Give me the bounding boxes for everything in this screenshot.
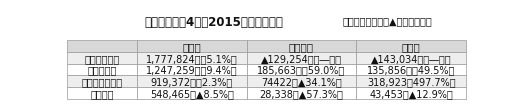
Bar (137, 53, 246, 64)
Bar (246, 41, 356, 53)
Bar (356, 64, 466, 76)
Bar (356, 41, 466, 53)
Bar (356, 87, 466, 99)
Text: 919,372（　2.3%）: 919,372（ 2.3%） (151, 76, 233, 86)
Text: 185,663（　59.0%）: 185,663（ 59.0%） (257, 65, 345, 75)
Text: 第　一　三　共: 第 一 三 共 (81, 76, 123, 86)
Bar (137, 76, 246, 87)
Text: （単位：百万円、▲はマイナス）: （単位：百万円、▲はマイナス） (343, 16, 432, 26)
Text: 売上高: 売上高 (183, 42, 201, 52)
Text: 135,856（　49.5%）: 135,856（ 49.5%） (367, 65, 456, 75)
Bar (67, 41, 137, 53)
Text: 純利益: 純利益 (402, 42, 421, 52)
Text: 43,453（▲12.9%）: 43,453（▲12.9%） (369, 88, 453, 98)
Bar (246, 64, 356, 76)
Bar (67, 76, 137, 87)
Text: ▲129,254（　―　）: ▲129,254（ ― ） (261, 53, 342, 63)
Bar (137, 87, 246, 99)
Text: アステラス: アステラス (87, 65, 116, 75)
Text: 74422（▲34.1%）: 74422（▲34.1%） (261, 76, 342, 86)
Text: 国内製薬大手4社の2015年３月期決算: 国内製薬大手4社の2015年３月期決算 (145, 16, 283, 29)
Bar (67, 53, 137, 64)
Text: エーザイ: エーザイ (90, 88, 114, 98)
Bar (246, 76, 356, 87)
Text: 318,923（497.7%）: 318,923（497.7%） (367, 76, 456, 86)
Text: 武　　　　田: 武 田 (84, 53, 120, 63)
Bar (137, 64, 246, 76)
Text: 548,465（▲8.5%）: 548,465（▲8.5%） (150, 88, 233, 98)
Bar (67, 87, 137, 99)
Bar (246, 87, 356, 99)
Bar (356, 53, 466, 64)
Text: 1,247,259（　9.4%）: 1,247,259（ 9.4%） (146, 65, 238, 75)
Bar (67, 64, 137, 76)
Text: 28,338（▲57.3%）: 28,338（▲57.3%） (259, 88, 343, 98)
Bar (137, 41, 246, 53)
Bar (246, 53, 356, 64)
Bar (356, 76, 466, 87)
Text: 1,777,824（　5.1%）: 1,777,824（ 5.1%） (146, 53, 238, 63)
Text: ▲143,034（　―　）: ▲143,034（ ― ） (371, 53, 451, 63)
Text: 営業利益: 営業利益 (289, 42, 314, 52)
